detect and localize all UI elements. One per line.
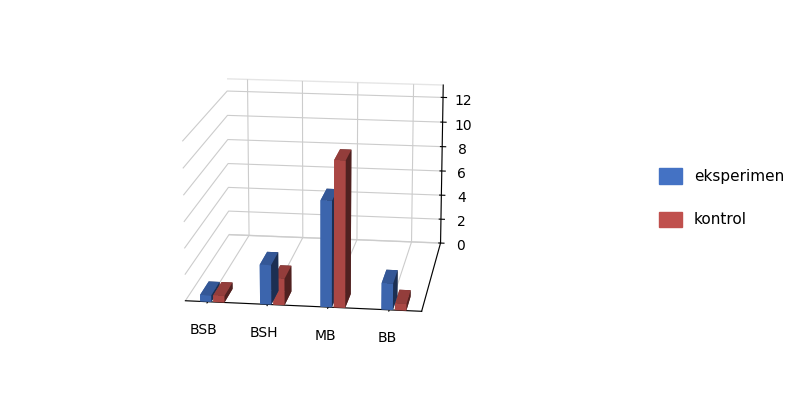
Legend: eksperimen, kontrol: eksperimen, kontrol: [653, 162, 791, 234]
